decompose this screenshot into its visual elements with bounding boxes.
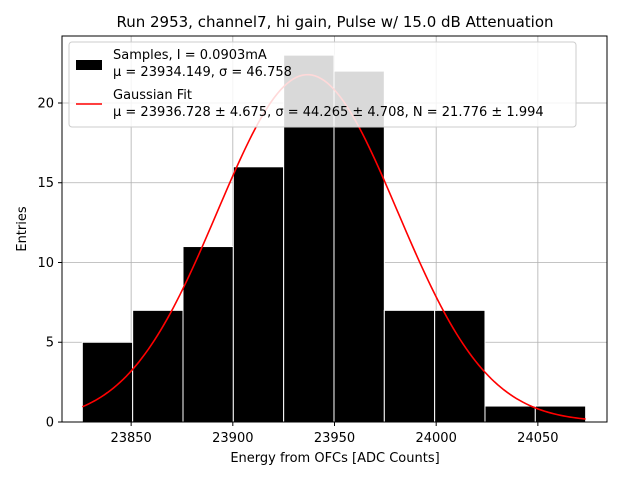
y-axis-label: Entries: [15, 206, 30, 252]
histogram-bar: [534, 405, 587, 423]
y-tick-label: 5: [46, 336, 54, 351]
legend-samples-swatch: [76, 60, 102, 70]
y-tick-label: 0: [46, 416, 54, 431]
x-tick-label: 23850: [110, 431, 151, 446]
y-tick-label: 20: [37, 96, 54, 111]
histogram-bar: [232, 166, 285, 423]
legend-fit-label: Gaussian Fit: [113, 88, 192, 103]
x-tick-label: 23950: [314, 431, 355, 446]
axis-ticks: 23850 23900 23950 24000 24050 0 5 10 15 20: [37, 96, 558, 446]
histogram-bar: [132, 309, 184, 423]
x-tick-label: 23900: [212, 431, 253, 446]
legend-samples-stats: μ = 23934.149, σ = 46.758: [113, 65, 292, 80]
legend-fit-stats: μ = 23936.728 ± 4.675, σ = 44.265 ± 4.70…: [113, 105, 544, 120]
histogram-bar: [484, 405, 536, 423]
y-tick-label: 15: [37, 176, 54, 191]
legend: Samples, I = 0.0903mA μ = 23934.149, σ =…: [68, 41, 577, 128]
y-tick-label: 10: [37, 256, 54, 271]
histogram-bar: [333, 70, 385, 423]
legend-box: [68, 41, 577, 128]
x-tick-label: 24000: [415, 431, 456, 446]
chart-title: Run 2953, channel7, hi gain, Pulse w/ 15…: [116, 13, 553, 31]
legend-samples-label: Samples, I = 0.0903mA: [113, 48, 267, 63]
histogram-bar: [81, 341, 134, 423]
x-axis-label: Energy from OFCs [ADC Counts]: [230, 451, 439, 466]
histogram-bar: [434, 309, 486, 423]
histogram-bar: [383, 309, 436, 423]
x-tick-label: 24050: [517, 431, 558, 446]
